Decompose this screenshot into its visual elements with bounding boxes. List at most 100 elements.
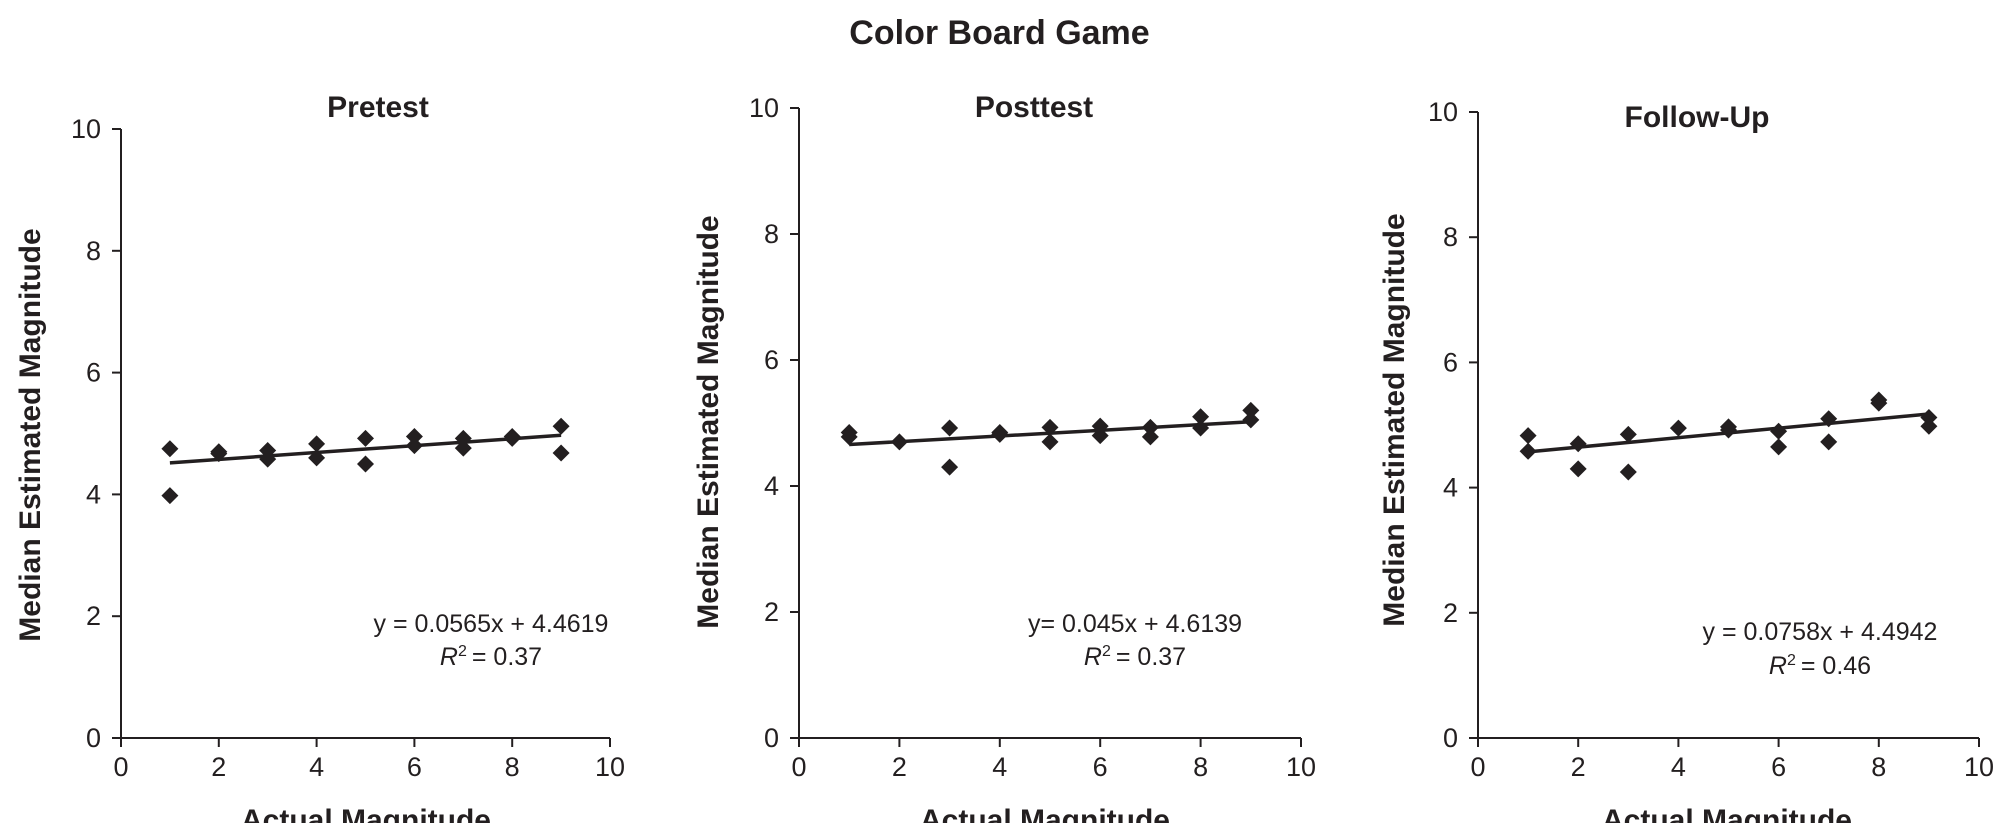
- x-tick-label: 10: [1286, 752, 1316, 782]
- data-point: [161, 487, 179, 505]
- x-tick-label: 2: [892, 752, 907, 782]
- data-point: [941, 419, 959, 437]
- x-tick-label: 0: [1470, 752, 1485, 782]
- y-axis-label: Median Estimated Magnitude: [692, 215, 725, 628]
- y-tick-label: 4: [86, 479, 101, 509]
- chart-pretest: Pretest Median Estimated Magnitude Actua…: [14, 91, 625, 823]
- x-tick-label: 6: [407, 752, 422, 782]
- x-axis-label: Actual Magnitude: [1602, 804, 1852, 823]
- data-point: [991, 425, 1009, 443]
- trendline: [169, 433, 562, 465]
- r-squared-label: R2 = 0.37: [440, 643, 542, 671]
- data-point: [890, 433, 908, 451]
- chart-posttest: Posttest Median Estimated Magnitude Actu…: [692, 91, 1316, 823]
- x-tick-label: 6: [1093, 752, 1108, 782]
- chart-title: Follow-Up: [1625, 101, 1770, 134]
- figure-title: Color Board Game: [849, 14, 1150, 52]
- y-tick-label: 10: [1428, 97, 1458, 127]
- y-tick-label: 8: [86, 236, 101, 266]
- trendline-equation: y = 0.0758x + 4.4942: [1703, 618, 1938, 646]
- data-point: [840, 428, 858, 446]
- data-point: [1192, 419, 1210, 437]
- data-point: [1669, 419, 1687, 437]
- data-point: [1141, 418, 1159, 436]
- x-axis-label: Actual Magnitude: [241, 804, 491, 823]
- data-point: [552, 444, 570, 462]
- x-tick-label: 0: [791, 752, 806, 782]
- y-tick-label: 0: [86, 723, 101, 753]
- data-point: [1619, 463, 1637, 481]
- data-point: [1091, 427, 1109, 445]
- x-tick-label: 10: [1964, 752, 1994, 782]
- data-point: [454, 429, 472, 447]
- data-point: [941, 458, 959, 476]
- x-tick-label: 4: [1671, 752, 1686, 782]
- r-squared-label: R2 = 0.46: [1769, 652, 1871, 680]
- x-tick-label: 8: [505, 752, 520, 782]
- data-point: [259, 450, 277, 468]
- data-point: [1242, 401, 1260, 419]
- data-point: [1192, 408, 1210, 426]
- r-squared-symbol: R: [1084, 643, 1102, 671]
- x-tick-label: 10: [595, 752, 625, 782]
- x-axis-label: Actual Magnitude: [920, 804, 1170, 823]
- data-point: [1920, 408, 1938, 426]
- data-point: [357, 429, 374, 447]
- data-point: [259, 442, 277, 460]
- x-tick-label: 4: [309, 752, 324, 782]
- y-tick-label: 4: [764, 471, 779, 501]
- r-squared-symbol: R: [1769, 652, 1787, 680]
- trendline-equation: y = 0.0565x + 4.4619: [374, 610, 609, 638]
- r-squared-value: = 0.46: [1801, 652, 1871, 680]
- r-squared-exponent: 2: [1787, 652, 1796, 669]
- y-tick-label: 2: [1443, 598, 1458, 628]
- data-point: [1519, 442, 1537, 460]
- data-point: [161, 440, 179, 458]
- x-tick-label: 4: [992, 752, 1007, 782]
- y-tick-label: 0: [1443, 723, 1458, 753]
- data-point: [1569, 460, 1587, 478]
- y-tick-label: 4: [1443, 473, 1458, 503]
- y-tick-label: 2: [86, 601, 101, 631]
- data-point: [454, 439, 472, 457]
- y-axis-label: Median Estimated Magnitude: [14, 228, 47, 641]
- y-tick-label: 6: [86, 358, 101, 388]
- data-point: [405, 428, 423, 446]
- x-tick-label: 6: [1771, 752, 1786, 782]
- y-tick-label: 8: [764, 219, 779, 249]
- r-squared-symbol: R: [440, 643, 458, 671]
- data-point: [1041, 418, 1059, 436]
- r-squared-exponent: 2: [458, 643, 467, 660]
- data-point: [210, 445, 228, 463]
- y-tick-label: 2: [764, 597, 779, 627]
- x-tick-label: 0: [113, 752, 128, 782]
- x-tick-label: 2: [1571, 752, 1586, 782]
- data-point: [405, 437, 423, 455]
- data-point: [308, 449, 326, 467]
- y-tick-label: 6: [764, 345, 779, 375]
- chart-follow-up: Follow-Up Median Estimated Magnitude Act…: [1378, 97, 1994, 823]
- x-tick-label: 8: [1193, 752, 1208, 782]
- y-axis-label: Median Estimated Magnitude: [1378, 213, 1411, 626]
- r-squared-value: = 0.37: [472, 643, 542, 671]
- data-point: [308, 435, 326, 453]
- x-tick-label: 2: [211, 752, 226, 782]
- data-point: [1920, 417, 1938, 435]
- chart-title: Posttest: [975, 91, 1093, 124]
- y-tick-label: 0: [764, 723, 779, 753]
- data-point: [552, 417, 570, 435]
- data-point: [1720, 421, 1737, 439]
- data-point: [1770, 438, 1788, 456]
- data-point: [1141, 428, 1159, 446]
- data-point: [503, 429, 521, 447]
- data-point: [357, 455, 374, 473]
- data-point: [1820, 433, 1838, 451]
- y-tick-label: 10: [749, 93, 779, 123]
- r-squared-label: R2 = 0.37: [1084, 643, 1186, 671]
- data-point: [1870, 394, 1888, 412]
- y-tick-label: 8: [1443, 222, 1458, 252]
- data-point: [1091, 417, 1109, 435]
- x-tick-label: 8: [1871, 752, 1886, 782]
- y-tick-label: 6: [1443, 347, 1458, 377]
